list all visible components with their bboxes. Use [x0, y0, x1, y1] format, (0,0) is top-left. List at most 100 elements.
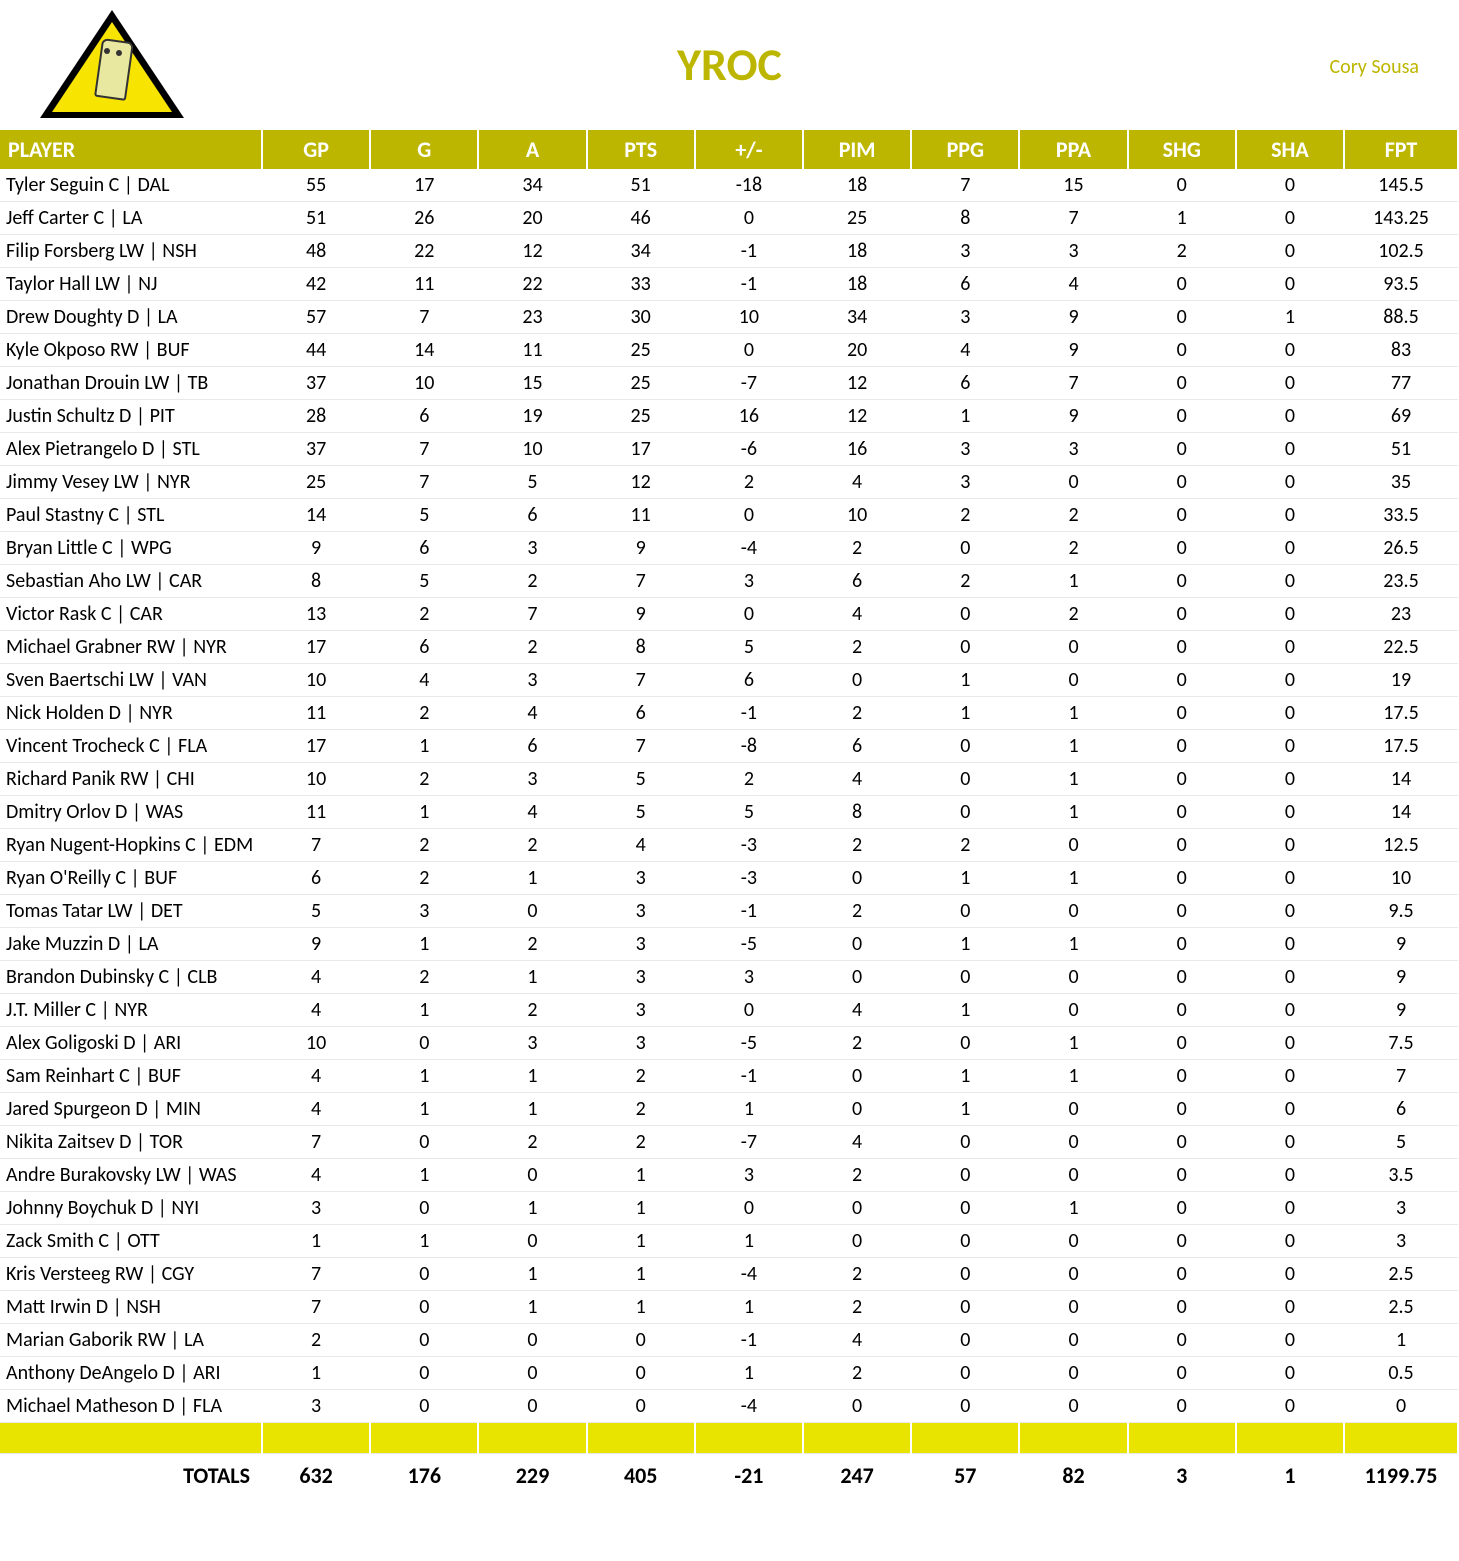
stat-cell: 0 — [1128, 862, 1236, 895]
stat-cell: 1 — [370, 928, 478, 961]
stat-cell: 0 — [1236, 169, 1344, 202]
table-row: J.T. Miller C | NYR41230410009 — [0, 994, 1458, 1027]
stat-cell: 0 — [911, 598, 1019, 631]
stat-cell: 0 — [1128, 1126, 1236, 1159]
stat-cell: 10 — [1344, 862, 1458, 895]
stat-cell: 2 — [803, 895, 911, 928]
col-plusminus: +/- — [695, 130, 803, 169]
stat-cell: 3 — [262, 1192, 370, 1225]
stat-cell: 2 — [262, 1324, 370, 1357]
stat-cell: 8 — [262, 565, 370, 598]
stat-cell: 26.5 — [1344, 532, 1458, 565]
table-row: Marian Gaborik RW | LA2000-1400001 — [0, 1324, 1458, 1357]
stat-cell: 0 — [1236, 400, 1344, 433]
stat-cell: 3 — [587, 895, 695, 928]
stat-cell: 1 — [695, 1093, 803, 1126]
totals-label: TOTALS — [0, 1454, 262, 1498]
stat-cell: 0 — [1236, 1258, 1344, 1291]
player-cell: Brandon Dubinsky C | CLB — [0, 961, 262, 994]
stat-cell: 0 — [587, 1390, 695, 1423]
stat-cell: 0 — [1236, 1324, 1344, 1357]
stat-cell: 23 — [1344, 598, 1458, 631]
separator-row — [0, 1423, 1458, 1454]
stat-cell: 0 — [1236, 202, 1344, 235]
player-cell: Marian Gaborik RW | LA — [0, 1324, 262, 1357]
stat-cell: 9 — [1019, 400, 1127, 433]
table-row: Jared Spurgeon D | MIN41121010006 — [0, 1093, 1458, 1126]
stat-cell: 4 — [803, 598, 911, 631]
stat-cell: 0 — [1128, 763, 1236, 796]
stat-cell: 2 — [803, 1258, 911, 1291]
stat-cell: 17.5 — [1344, 730, 1458, 763]
stat-cell: 13 — [262, 598, 370, 631]
totals-row: TOTALS632176229405-212475782311199.75 — [0, 1454, 1458, 1498]
stat-cell: 2 — [478, 631, 586, 664]
stat-cell: 1 — [1019, 928, 1127, 961]
stat-cell: 3 — [695, 1159, 803, 1192]
stat-cell: 6 — [911, 268, 1019, 301]
stat-cell: 4 — [803, 1324, 911, 1357]
player-cell: Dmitry Orlov D | WAS — [0, 796, 262, 829]
col-pts: PTS — [587, 130, 695, 169]
stat-cell: 1 — [370, 730, 478, 763]
stat-cell: 1 — [1019, 1027, 1127, 1060]
stat-cell: 0 — [911, 532, 1019, 565]
stat-cell: 5 — [587, 763, 695, 796]
stat-cell: 1 — [911, 400, 1019, 433]
stat-cell: 11 — [587, 499, 695, 532]
stat-cell: 0 — [1128, 895, 1236, 928]
stat-cell: 8 — [803, 796, 911, 829]
stat-cell: 3 — [587, 961, 695, 994]
col-shg: SHG — [1128, 130, 1236, 169]
stat-cell: 7 — [262, 1258, 370, 1291]
stat-cell: 1 — [1019, 730, 1127, 763]
totals-cell: 1 — [1236, 1454, 1344, 1498]
player-cell: Alex Pietrangelo D | STL — [0, 433, 262, 466]
stat-cell: 4 — [803, 994, 911, 1027]
stat-cell: 5 — [370, 499, 478, 532]
stat-cell: 4 — [262, 1060, 370, 1093]
stat-cell: 0 — [911, 895, 1019, 928]
stat-cell: 3 — [911, 301, 1019, 334]
table-row: Sam Reinhart C | BUF4112-1011007 — [0, 1060, 1458, 1093]
stat-cell: 0 — [1236, 1060, 1344, 1093]
stat-cell: 1 — [1128, 202, 1236, 235]
stat-cell: 0 — [1128, 466, 1236, 499]
stat-cell: 16 — [695, 400, 803, 433]
stat-cell: 0 — [1128, 829, 1236, 862]
totals-cell: 1199.75 — [1344, 1454, 1458, 1498]
stat-cell: 33.5 — [1344, 499, 1458, 532]
stat-cell: 25 — [803, 202, 911, 235]
player-cell: Nikita Zaitsev D | TOR — [0, 1126, 262, 1159]
team-title: YROC — [677, 37, 782, 93]
stat-cell: 4 — [911, 334, 1019, 367]
stat-cell: 1 — [587, 1225, 695, 1258]
stat-cell: 0 — [370, 1027, 478, 1060]
stat-cell: 11 — [478, 334, 586, 367]
stat-cell: 0 — [1128, 301, 1236, 334]
stat-cell: -1 — [695, 235, 803, 268]
stat-cell: 12 — [587, 466, 695, 499]
stat-cell: 18 — [803, 169, 911, 202]
stat-cell: 1 — [1019, 1192, 1127, 1225]
stat-cell: 3 — [587, 862, 695, 895]
stat-cell: 2 — [370, 598, 478, 631]
stat-cell: 6 — [262, 862, 370, 895]
table-row: Michael Matheson D | FLA3000-4000000 — [0, 1390, 1458, 1423]
table-row: Kris Versteeg RW | CGY7011-4200002.5 — [0, 1258, 1458, 1291]
stat-cell: 4 — [803, 466, 911, 499]
stat-cell: 2 — [803, 532, 911, 565]
stat-cell: 0 — [1128, 631, 1236, 664]
stat-cell: 7 — [1019, 202, 1127, 235]
col-a: A — [478, 130, 586, 169]
stat-cell: 2 — [370, 697, 478, 730]
player-cell: Richard Panik RW | CHI — [0, 763, 262, 796]
table-row: Jake Muzzin D | LA9123-5011009 — [0, 928, 1458, 961]
stat-cell: 2 — [587, 1060, 695, 1093]
stat-cell: 10 — [262, 1027, 370, 1060]
stat-cell: 4 — [1019, 268, 1127, 301]
stat-cell: 1 — [695, 1291, 803, 1324]
stat-cell: 0 — [911, 1324, 1019, 1357]
stat-cell: 145.5 — [1344, 169, 1458, 202]
stat-cell: -5 — [695, 928, 803, 961]
